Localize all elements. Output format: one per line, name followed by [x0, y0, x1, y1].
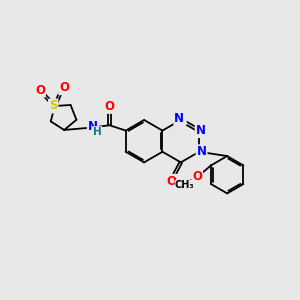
Text: O: O [105, 100, 115, 113]
Text: N: N [174, 112, 184, 125]
Text: N: N [196, 145, 206, 158]
Text: O: O [35, 84, 45, 97]
Text: H: H [93, 127, 102, 137]
Text: CH₃: CH₃ [175, 180, 195, 190]
Text: N: N [176, 111, 186, 124]
Text: O: O [59, 81, 69, 94]
Text: N: N [88, 120, 98, 133]
Text: N: N [196, 124, 206, 137]
Text: O: O [166, 175, 176, 188]
Text: S: S [49, 100, 58, 112]
Text: O: O [192, 170, 202, 183]
